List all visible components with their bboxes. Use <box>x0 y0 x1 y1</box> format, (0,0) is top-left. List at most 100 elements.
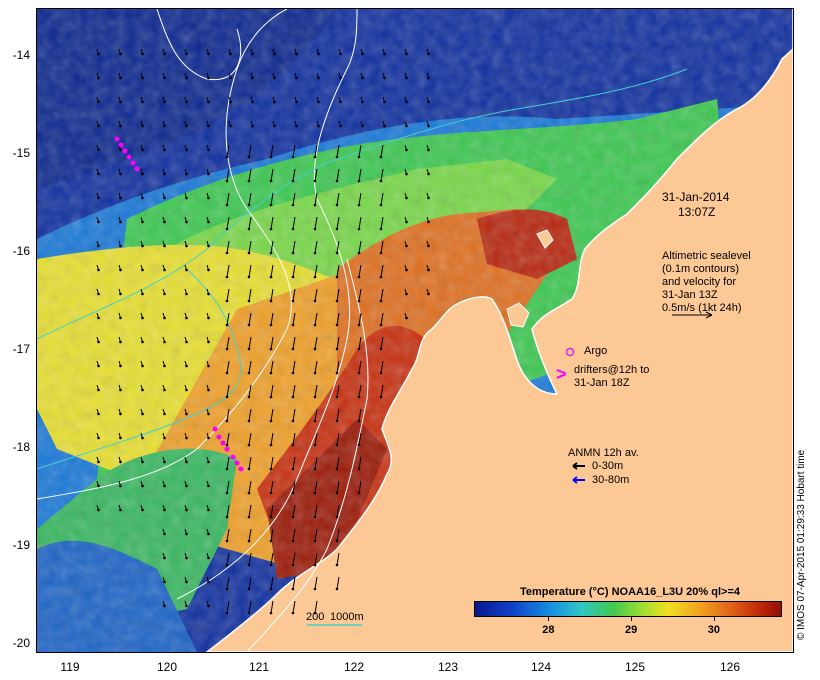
velocity-arrow-head <box>225 539 229 543</box>
velocity-arrow-head <box>379 155 383 159</box>
velocity-arrow-head <box>291 395 295 399</box>
velocity-arrow-head <box>185 364 188 368</box>
velocity-arrow <box>292 168 296 182</box>
velocity-arrow-head <box>163 196 166 200</box>
colorbar-title: Temperature (°C) NOAA16_L3U 20% ql>=4 <box>520 586 740 598</box>
velocity-arrow <box>336 528 340 542</box>
velocity-arrow <box>380 288 384 302</box>
lat-label: -19 <box>12 538 30 552</box>
velocity-arrow-head <box>383 76 386 80</box>
velocity-arrow-head <box>269 467 273 471</box>
velocity-arrow <box>226 288 230 302</box>
velocity-arrow-head <box>163 388 166 392</box>
velocity-arrow-head <box>225 179 229 183</box>
velocity-arrow-head <box>97 172 100 176</box>
velocity-arrow-head <box>427 244 430 248</box>
velocity-arrow <box>226 456 230 470</box>
argo-label: Argo <box>584 345 608 357</box>
velocity-arrow-head <box>313 515 317 519</box>
velocity-arrow-head <box>141 100 144 104</box>
velocity-arrow-head <box>185 412 188 416</box>
velocity-arrow <box>226 240 230 254</box>
velocity-arrow-head <box>141 436 144 440</box>
velocity-arrow <box>292 144 296 158</box>
lat-label: -17 <box>12 342 30 356</box>
velocity-arrow-head <box>207 364 210 368</box>
velocity-arrow-head <box>427 76 430 80</box>
lon-label: 126 <box>719 660 741 674</box>
velocity-arrow <box>314 360 318 374</box>
velocity-arrow-head <box>97 388 100 392</box>
velocity-arrow-head <box>383 52 386 56</box>
velocity-arrow <box>292 600 296 614</box>
velocity-arrow-head <box>379 323 383 327</box>
velocity-arrow <box>314 168 318 182</box>
velocity-arrow <box>226 384 230 398</box>
velocity-arrow-head <box>361 100 364 104</box>
velocity-arrow-head <box>119 220 122 224</box>
velocity-arrow-head <box>361 124 364 128</box>
velocity-arrow-head <box>225 203 229 207</box>
velocity-arrow-head <box>405 76 408 80</box>
velocity-arrow-head <box>247 419 251 423</box>
velocity-arrow-head <box>335 515 339 519</box>
velocity-arrow-head <box>119 436 122 440</box>
velocity-arrow-head <box>357 395 361 399</box>
velocity-arrow-head <box>247 443 251 447</box>
velocity-arrow-head <box>313 371 317 375</box>
velocity-arrow-head <box>317 124 320 128</box>
colorbar-tick-label: 29 <box>625 624 638 636</box>
velocity-arrow-head <box>225 611 229 615</box>
velocity-arrow <box>358 312 362 326</box>
velocity-arrow-head <box>141 196 144 200</box>
velocity-arrow-head <box>207 532 210 536</box>
velocity-arrow <box>380 168 384 182</box>
velocity-arrow <box>248 528 252 542</box>
velocity-arrow-head <box>335 227 339 231</box>
velocity-arrow <box>292 288 296 302</box>
velocity-arrow-head <box>163 316 166 320</box>
velocity-arrow <box>248 240 252 254</box>
colorbar-tick <box>713 616 715 621</box>
velocity-arrow <box>292 240 296 254</box>
velocity-arrow-head <box>119 76 122 80</box>
velocity-arrow-head <box>273 124 276 128</box>
velocity-arrow <box>336 192 340 206</box>
velocity-arrow-head <box>185 52 188 56</box>
velocity-arrow-head <box>335 371 339 375</box>
velocity-arrow <box>270 480 274 494</box>
velocity-arrow-head <box>141 172 144 176</box>
velocity-arrow <box>226 360 230 374</box>
velocity-arrow-head <box>427 124 430 128</box>
velocity-arrow-head <box>163 436 166 440</box>
velocity-arrow <box>226 192 230 206</box>
velocity-arrow-head <box>427 100 430 104</box>
velocity-arrow-head <box>251 100 254 104</box>
velocity-arrow <box>358 216 362 230</box>
velocity-arrow-head <box>163 412 166 416</box>
velocity-arrow-head <box>357 275 361 279</box>
velocity-arrow-head <box>141 52 144 56</box>
velocity-arrow-head <box>427 52 430 56</box>
velocity-arrow <box>292 456 296 470</box>
velocity-arrow <box>226 264 230 278</box>
velocity-arrow-head <box>247 275 251 279</box>
velocity-arrow-head <box>269 251 273 255</box>
velocity-arrow <box>292 192 296 206</box>
velocity-arrow <box>248 216 252 230</box>
velocity-arrow-head <box>207 220 210 224</box>
velocity-arrow <box>226 408 230 422</box>
velocity-arrow <box>226 312 230 326</box>
velocity-arrow-head <box>185 508 188 512</box>
velocity-arrow <box>336 480 340 494</box>
velocity-arrow-head <box>379 299 383 303</box>
velocity-arrow-head <box>291 443 295 447</box>
velocity-arrow-head <box>335 539 339 543</box>
velocity-arrow-head <box>357 179 361 183</box>
velocity-arrow-head <box>313 323 317 327</box>
velocity-arrow-head <box>185 244 188 248</box>
velocity-arrow-head <box>313 179 317 183</box>
velocity-arrow <box>270 336 274 350</box>
velocity-arrow-head <box>313 227 317 231</box>
velocity-arrow-head <box>335 275 339 279</box>
